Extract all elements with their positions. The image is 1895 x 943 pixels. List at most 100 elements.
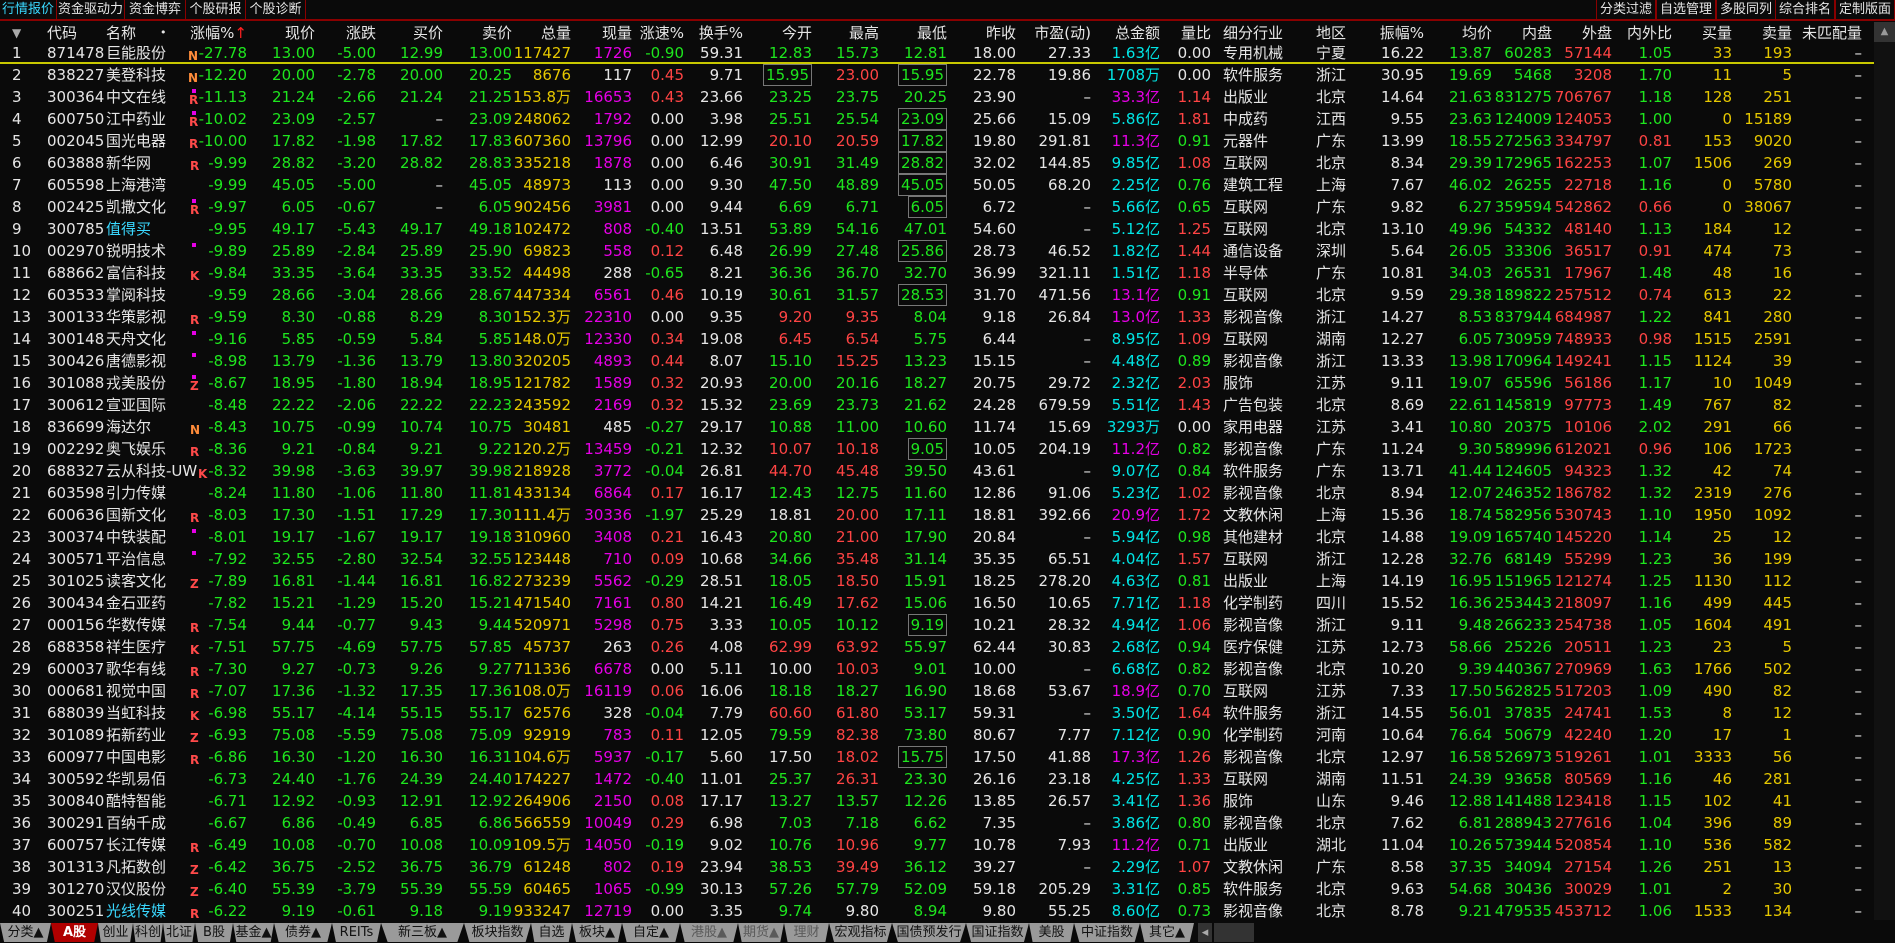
table-row[interactable]: 36 300291 百纳千成 -6.67 6.86 -0.49 6.85 6.86 566559…	[0, 812, 1874, 834]
cell-code[interactable]: 002292	[47, 440, 105, 458]
cell-name[interactable]: 华数传媒	[106, 616, 167, 634]
market-tab-18[interactable]: 国债预发行	[892, 923, 966, 942]
header-low[interactable]: 最低	[916, 24, 947, 42]
cell-code[interactable]: 301313	[47, 858, 105, 876]
table-row[interactable]: 35 300840 酷特智能 -6.71 12.92 -0.93 12.91 12.92 264…	[0, 790, 1874, 812]
table-row[interactable]: 21 603598 引力传媒 -8.24 11.80 -1.06 11.80 11.81 433…	[0, 482, 1874, 504]
cell-code[interactable]: 838227	[47, 66, 105, 84]
cell-code[interactable]: 300148	[47, 330, 105, 348]
market-tab-15[interactable]: 期货▲	[738, 923, 784, 942]
header-prev-close[interactable]: 昨收	[985, 24, 1016, 42]
cell-name[interactable]: 云从科技-UW	[106, 462, 198, 480]
table-row[interactable]: 16 301088 戎美股份 -8.67 18.95 -1.80 18.94 18.95 121…	[0, 372, 1874, 394]
market-tab-10[interactable]: 板块指数	[464, 923, 531, 942]
cell-code[interactable]: 300374	[47, 528, 105, 546]
market-tab-9[interactable]: 新三板▲	[381, 923, 464, 942]
header-speed[interactable]: 涨速%	[639, 24, 684, 42]
tab-top-right-2[interactable]: 多股同列	[1716, 0, 1776, 19]
table-row[interactable]: 18 836699 海达尔 -8.43 10.75 -0.99 10.74 10.75 3048…	[0, 416, 1874, 438]
header-bid[interactable]: 买价	[412, 24, 443, 42]
market-tab-1[interactable]: A股	[51, 923, 98, 942]
cell-code[interactable]: 300426	[47, 352, 105, 370]
table-row[interactable]: 7 605598 上海港湾 -9.99 45.05 -5.00 – 45.05 48973 113…	[0, 174, 1874, 196]
tab-top-right-0[interactable]: 分类过滤	[1596, 0, 1656, 19]
cell-name[interactable]: 引力传媒	[106, 484, 167, 502]
cell-code[interactable]: 836699	[47, 418, 105, 436]
table-row[interactable]: 4 600750 江中药业 -10.02 23.09 -2.57–23.09 248062 1…	[0, 108, 1874, 130]
cell-code[interactable]: 600636	[47, 506, 105, 524]
table-row[interactable]: 37 600757 长江传媒 -6.49 10.08 -0.70 10.08 10.09 109…	[0, 834, 1874, 856]
cell-name[interactable]: 中铁装配	[106, 528, 167, 546]
cell-code[interactable]: 300592	[47, 770, 105, 788]
table-row[interactable]: 26 300434 金石亚药 -7.82 15.21 -1.29 15.20 15.21 471…	[0, 592, 1874, 614]
cell-name[interactable]: 长江传媒	[106, 836, 167, 854]
tab-top-0[interactable]: 行情报价	[0, 0, 57, 19]
cell-name[interactable]: 唐德影视	[106, 352, 167, 370]
table-row[interactable]: 6 603888 新华网 -9.99 28.82 -3.20 28.82 28.83 33521…	[0, 152, 1874, 174]
cell-code[interactable]: 301025	[47, 572, 105, 590]
tab-top-3[interactable]: 个股研报	[186, 0, 246, 19]
cell-name[interactable]: 歌华有线	[106, 660, 167, 678]
cell-code[interactable]: 688039	[47, 704, 105, 722]
cell-name[interactable]: 值得买	[106, 220, 152, 238]
cell-name[interactable]: 华凯易佰	[106, 770, 167, 788]
table-row[interactable]: 5 002045 国光电器 -10.00 17.82 -1.98 17.82 17.83 607…	[0, 130, 1874, 152]
header-change[interactable]: 涨跌	[345, 24, 376, 42]
table-row[interactable]: 2 838227 美登科技 -12.20 20.00 -2.78 20.00 20.25 867…	[0, 64, 1874, 86]
cell-code[interactable]: 301088	[47, 374, 105, 392]
header-code[interactable]: 代码	[47, 24, 78, 42]
cell-name[interactable]: 拓新药业	[106, 726, 167, 744]
table-row[interactable]: 40 300251 光线传媒 -6.22 9.19 -0.61 9.18 9.19 933247…	[0, 900, 1874, 922]
cell-code[interactable]: 600750	[47, 110, 105, 128]
tab-scroll-track[interactable]	[1214, 923, 1254, 942]
header-open[interactable]: 今开	[781, 24, 812, 42]
market-tab-2[interactable]: 创业	[98, 923, 133, 942]
table-row[interactable]: 10 002970 锐明技术 -9.89 25.89 -2.84 25.89 25.90 698…	[0, 240, 1874, 262]
cell-name[interactable]: 祥生医疗	[106, 638, 167, 656]
tab-top-right-4[interactable]: 定制版面	[1835, 0, 1895, 19]
header-ask[interactable]: 卖价	[481, 24, 512, 42]
market-tab-8[interactable]: REITs	[332, 923, 381, 942]
table-row[interactable]: 17 300612 宣亚国际 -8.48 22.22 -2.06 22.22 22.23 243…	[0, 394, 1874, 416]
tab-top-1[interactable]: 资金驱动力	[57, 0, 125, 19]
table-row[interactable]: 14 300148 天舟文化 -9.16 5.85 -0.59 5.84 5.85 148.0万…	[0, 328, 1874, 350]
header-volume-ratio[interactable]: 量比	[1180, 24, 1211, 42]
table-row[interactable]: 3 300364 中文在线 -11.13 21.24 -2.66 21.24 21.25 153…	[0, 86, 1874, 108]
cell-name[interactable]: 视觉中国	[106, 682, 167, 700]
table-row[interactable]: 8 002425 凯撒文化 -9.97 6.05 -0.67–6.05 902456 3981…	[0, 196, 1874, 218]
header-name[interactable]: 名称	[106, 24, 137, 42]
market-tab-12[interactable]: 板块▲	[572, 923, 622, 942]
table-row[interactable]: 30 000681 视觉中国 -7.07 17.36 -1.32 17.35 17.36 108…	[0, 680, 1874, 702]
cell-code[interactable]: 300251	[47, 902, 105, 920]
table-row[interactable]: 13 300133 华策影视 -9.59 8.30 -0.88 8.29 8.30 152.3万…	[0, 306, 1874, 328]
table-row[interactable]: 11 688662 富信科技 -9.84 33.35 -3.64 33.35 33.52 444…	[0, 262, 1874, 284]
cell-name[interactable]: 国新文化	[106, 506, 167, 524]
cell-code[interactable]: 600037	[47, 660, 105, 678]
header-amplitude[interactable]: 振幅%	[1379, 24, 1424, 42]
market-tab-22[interactable]: 其它▲	[1140, 923, 1194, 942]
table-row[interactable]: 24 300571 平治信息 -7.92 32.55 -2.80 32.54 32.55 123…	[0, 548, 1874, 570]
market-tab-19[interactable]: 国证指数	[966, 923, 1029, 942]
cell-name[interactable]: 宣亚国际	[106, 396, 167, 414]
cell-name[interactable]: 汉仪股份	[106, 880, 167, 898]
table-row[interactable]: 19 002292 奥飞娱乐 -8.36 9.21 -0.84 9.21 9.22 120.2万…	[0, 438, 1874, 460]
header-industry[interactable]: 细分行业	[1223, 24, 1284, 42]
cell-code[interactable]: 688358	[47, 638, 105, 656]
scroll-up-icon[interactable]: ▲	[1874, 22, 1895, 42]
market-tab-21[interactable]: 中证指数	[1074, 923, 1140, 942]
cell-name[interactable]: 巨能股份	[106, 44, 167, 62]
cell-name[interactable]: 天舟文化	[106, 330, 167, 348]
table-row[interactable]: 23 300374 中铁装配 -8.01 19.17 -1.67 19.17 19.18 310…	[0, 526, 1874, 548]
table-row[interactable]: 38 301313 凡拓数创 -6.42 36.75 -2.52 36.75 36.79 612…	[0, 856, 1874, 878]
table-row[interactable]: 39 301270 汉仪股份 -6.40 55.39 -3.79 55.39 55.59 604…	[0, 878, 1874, 900]
cell-code[interactable]: 603598	[47, 484, 105, 502]
cell-name[interactable]: 当虹科技	[106, 704, 167, 722]
cell-name[interactable]: 海达尔	[106, 418, 152, 436]
header-region[interactable]: 地区	[1316, 24, 1347, 42]
market-tab-5[interactable]: B股	[195, 923, 233, 942]
cell-code[interactable]: 600757	[47, 836, 105, 854]
table-row[interactable]: 20 688327 云从科技-UW -8.32 39.98 -3.63 39.97 39.98…	[0, 460, 1874, 482]
cell-code[interactable]: 605598	[47, 176, 105, 194]
sort-icon[interactable]: ▼	[12, 26, 22, 40]
header-inner-volume[interactable]: 内盘	[1521, 24, 1552, 42]
